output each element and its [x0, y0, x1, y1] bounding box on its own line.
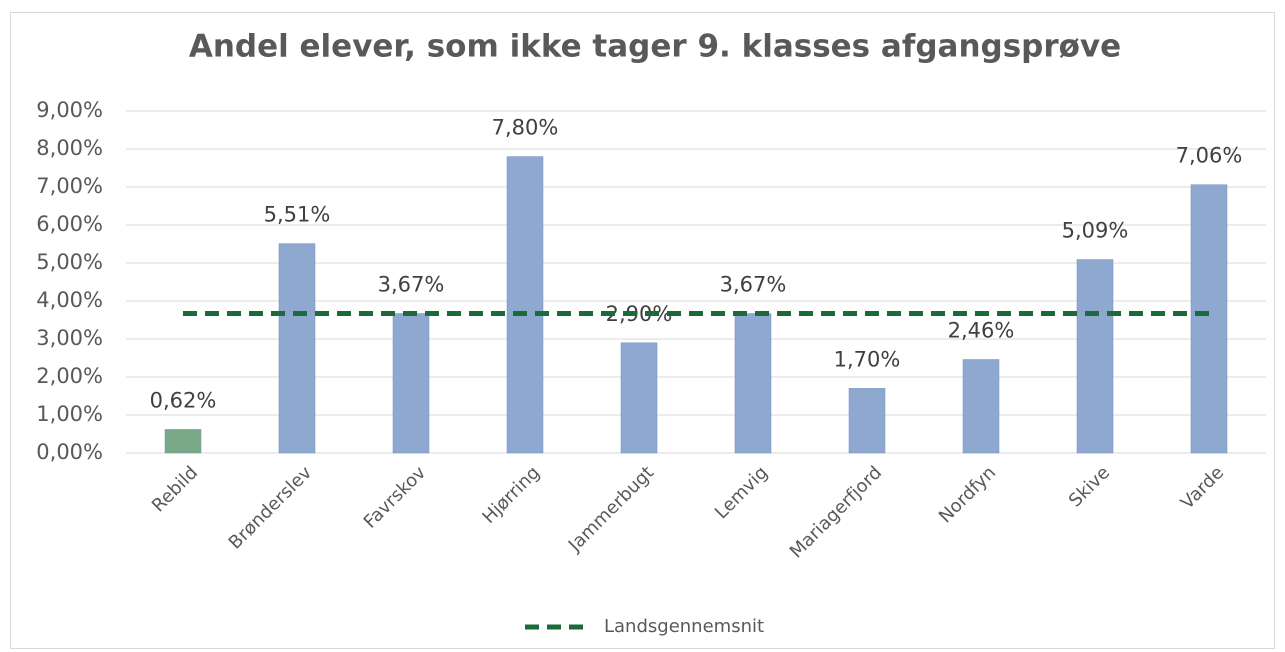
y-tick-label: 6,00% [36, 212, 103, 236]
data-label: 7,80% [492, 116, 559, 140]
data-label: 3,67% [378, 273, 445, 297]
data-label: 5,51% [264, 203, 331, 227]
data-label: 2,90% [606, 302, 673, 326]
y-tick-label: 7,00% [36, 174, 103, 198]
data-label: 5,09% [1062, 219, 1129, 243]
data-label: 1,70% [834, 347, 901, 371]
data-label: 3,67% [720, 273, 787, 297]
bar [734, 313, 772, 454]
y-tick-label: 1,00% [36, 402, 103, 426]
data-label: 7,06% [1176, 144, 1243, 168]
chart-title: Andel elever, som ikke tager 9. klasses … [189, 29, 1121, 65]
bar [848, 388, 886, 454]
bar [392, 313, 430, 454]
y-tick-label: 5,00% [36, 250, 103, 274]
bar [962, 359, 1000, 454]
bar [506, 156, 544, 454]
bar [164, 429, 202, 454]
bar [278, 243, 316, 454]
y-tick-label: 2,00% [36, 364, 103, 388]
legend-label: Landsgennemsnit [604, 616, 764, 637]
y-tick-label: 3,00% [36, 326, 103, 350]
y-tick-label: 4,00% [36, 288, 103, 312]
bar [620, 342, 658, 454]
y-tick-label: 8,00% [36, 136, 103, 160]
y-tick-label: 0,00% [36, 440, 103, 464]
bar [1190, 184, 1228, 454]
y-tick-label: 9,00% [36, 98, 103, 122]
data-label: 0,62% [150, 388, 217, 412]
chart-frame [10, 12, 1275, 649]
bar [1076, 259, 1114, 454]
data-label: 2,46% [948, 319, 1015, 343]
